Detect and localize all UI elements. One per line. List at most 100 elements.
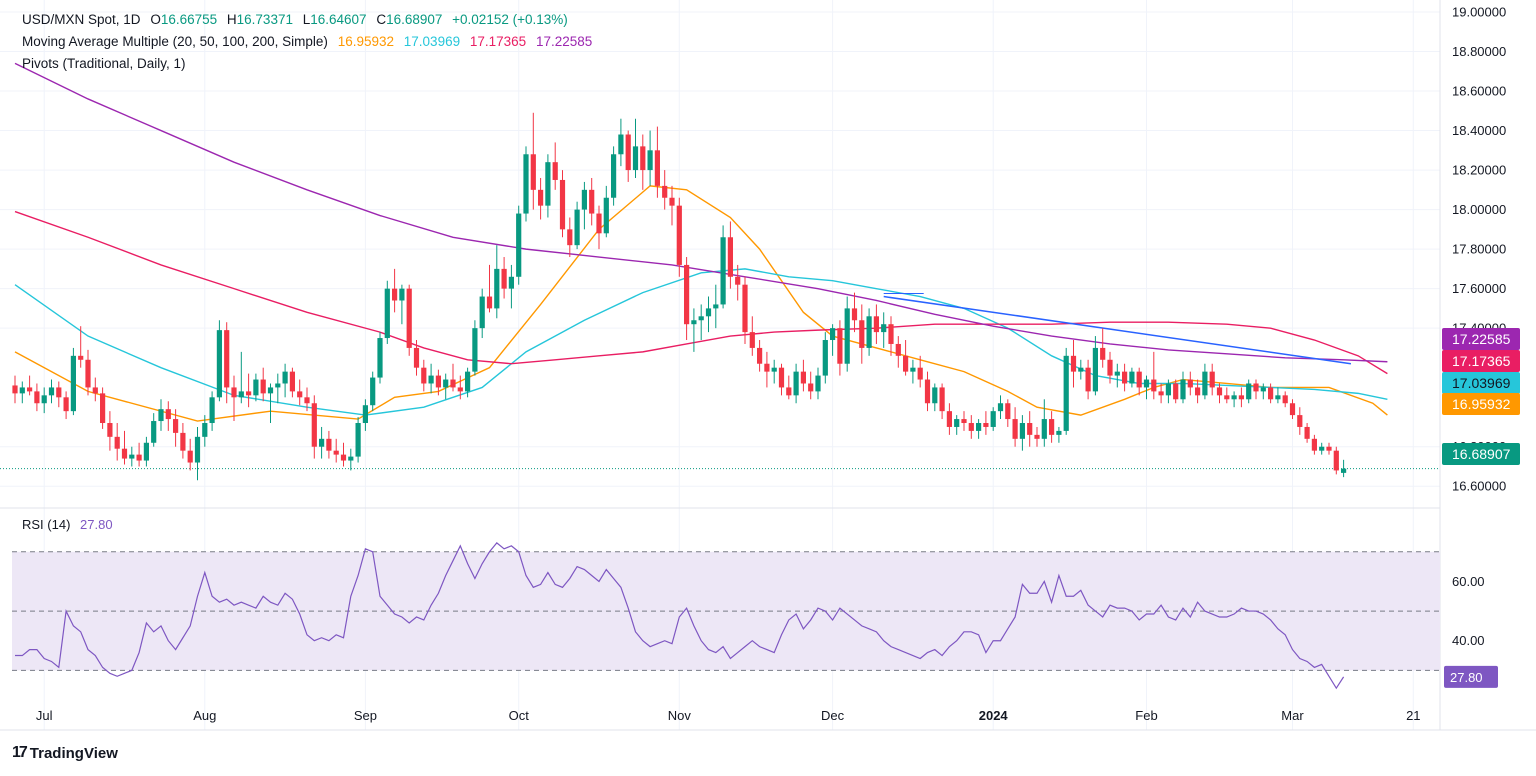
candle-body <box>260 379 266 394</box>
candle-body <box>209 397 215 424</box>
candle-body <box>450 379 456 388</box>
candle <box>457 375 463 400</box>
candle <box>705 296 712 333</box>
candle-body <box>12 385 18 394</box>
candle-body <box>662 185 668 198</box>
candle-body <box>1078 367 1084 372</box>
pivots-legend-title[interactable]: Pivots (Traditional, Daily, 1) <box>22 56 186 71</box>
candle-body <box>1319 446 1325 451</box>
candle-body <box>764 363 770 372</box>
candle-body <box>457 387 463 392</box>
candle <box>370 371 376 412</box>
candle <box>713 284 719 329</box>
ma100-value: 17.17365 <box>469 34 527 49</box>
candle-body <box>1122 371 1128 384</box>
candle-body <box>70 355 76 412</box>
candle-body <box>224 330 230 388</box>
candle <box>1319 442 1325 455</box>
candle <box>837 320 843 376</box>
rsi-legend-title[interactable]: RSI (14) <box>22 517 71 532</box>
candle <box>1100 328 1106 368</box>
candle-body <box>1143 379 1150 388</box>
candle-body <box>107 423 113 437</box>
candle-body <box>954 419 960 427</box>
candle <box>421 359 427 392</box>
candle-body <box>421 367 427 384</box>
price-tick-label: 17.60000 <box>1452 281 1506 296</box>
trendline-segment[interactable] <box>883 295 1352 365</box>
time-tick-label: Aug <box>193 708 216 723</box>
candle-body <box>1019 423 1025 439</box>
candle-body <box>1304 426 1310 439</box>
candle-body <box>983 423 989 427</box>
ma200-line <box>14 62 1388 363</box>
candle <box>808 371 814 400</box>
candle <box>830 324 836 356</box>
candle <box>19 381 25 404</box>
candle <box>1019 415 1025 451</box>
ma-legend-title[interactable]: Moving Average Multiple (20, 50, 100, 20… <box>22 34 328 49</box>
candle <box>450 363 456 392</box>
candle <box>216 320 222 402</box>
price-tag-ma50: 17.03969 <box>1442 372 1520 394</box>
candle <box>1282 391 1288 408</box>
candle <box>1151 351 1157 400</box>
rsi-line <box>15 542 1345 690</box>
candle-body <box>428 375 434 384</box>
tradingview-brand[interactable]: 17 TradingView <box>12 744 118 762</box>
candle-body <box>333 450 339 455</box>
candle <box>1122 363 1128 392</box>
candle <box>866 308 872 356</box>
candlestick-series <box>12 112 1347 481</box>
candle-body <box>1282 395 1288 404</box>
candle-body <box>910 367 916 372</box>
candle <box>786 375 792 400</box>
candle-body <box>1165 383 1171 396</box>
symbol-title[interactable]: USD/MXN Spot, 1D <box>22 12 141 27</box>
price-tag-text: 17.17365 <box>1452 353 1511 369</box>
candle <box>640 134 646 190</box>
candle-body <box>1100 347 1106 360</box>
candle-body <box>552 162 558 180</box>
candle-body <box>757 347 763 364</box>
candle-body <box>355 423 361 457</box>
candle <box>202 415 208 447</box>
candle-body <box>917 367 923 380</box>
candle-body <box>479 296 485 329</box>
candle-body <box>946 411 952 427</box>
candle <box>1070 340 1077 388</box>
candle <box>559 170 566 238</box>
candle-body <box>691 320 697 325</box>
candle <box>392 268 398 313</box>
trendline[interactable] <box>883 293 1352 365</box>
price-tag-ma200: 17.22585 <box>1442 328 1520 350</box>
candle-body <box>216 330 222 398</box>
candle <box>1268 383 1274 404</box>
candle-body <box>1005 403 1011 420</box>
candle-body <box>384 288 390 339</box>
candle-body <box>158 409 164 422</box>
candle <box>1195 379 1201 404</box>
candle <box>530 112 536 210</box>
candle <box>494 245 500 319</box>
candle <box>1246 379 1252 404</box>
rsi-tick-label: 40.00 <box>1452 633 1485 648</box>
price-tick-label: 18.40000 <box>1452 123 1506 138</box>
candle <box>238 351 244 404</box>
candle-body <box>1049 419 1055 435</box>
candle <box>757 340 763 372</box>
time-tick-label: Jul <box>36 708 53 723</box>
candle <box>1202 363 1208 400</box>
candle <box>143 436 149 467</box>
candle-body <box>873 316 879 333</box>
candle <box>873 304 879 344</box>
candle-body <box>1070 355 1077 372</box>
candle-body <box>399 288 405 301</box>
candle <box>581 181 587 230</box>
candle <box>12 375 18 404</box>
candle <box>27 375 33 396</box>
candle <box>895 336 901 368</box>
candle-body <box>997 403 1004 412</box>
candle-body <box>326 438 332 451</box>
